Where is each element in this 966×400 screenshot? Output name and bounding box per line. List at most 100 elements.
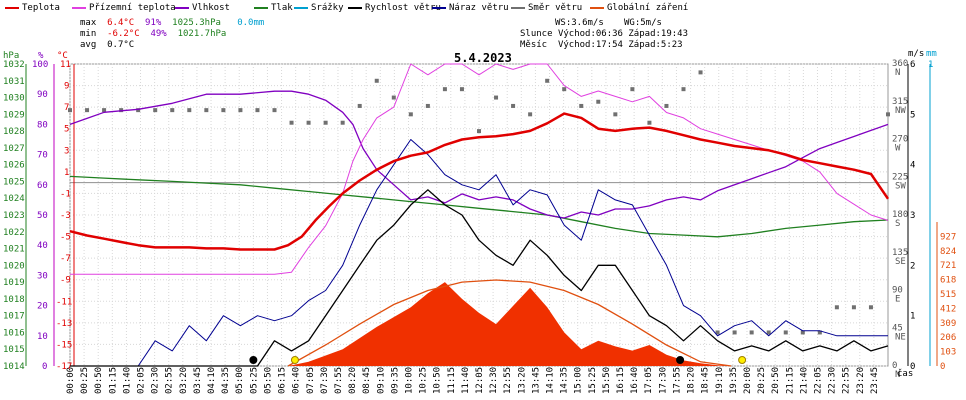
x-tick-label: 13:20 xyxy=(517,367,527,394)
x-tick-label: 21:40 xyxy=(799,367,809,394)
pressure-tick: 1024 xyxy=(3,194,25,204)
winddir-point xyxy=(136,108,141,113)
pressure-tick: 1029 xyxy=(3,110,25,120)
winddir-tick: 0 xyxy=(892,361,897,371)
pressure-tick: 1023 xyxy=(3,211,25,221)
legend-label: Přízemní teplota xyxy=(89,3,176,13)
legend-label: Globální záření xyxy=(607,3,689,13)
winddir-point xyxy=(511,103,516,108)
x-tick-label: 04:35 xyxy=(221,367,231,394)
x-tick-label: 15:00 xyxy=(574,367,584,394)
windspeed-tick: 2 xyxy=(910,261,915,271)
temperature-tick: 5 xyxy=(64,125,69,135)
pressure-tick: 1017 xyxy=(3,312,25,322)
legend-swatch xyxy=(175,6,189,9)
legend-item-8: Globální záření xyxy=(590,3,688,13)
x-tick-label: 01:40 xyxy=(122,367,132,394)
x-tick-label: 02:05 xyxy=(137,367,147,394)
x-tick-label: 21:15 xyxy=(785,367,795,394)
x-tick-label: 06:15 xyxy=(278,367,288,394)
series-radiation-area xyxy=(288,282,732,366)
temperature-tick: -17 xyxy=(56,362,72,372)
winddir-point xyxy=(374,78,379,83)
windspeed-tick: 4 xyxy=(910,161,915,171)
winddir-point xyxy=(817,330,822,335)
unit-degc: °C xyxy=(57,51,68,61)
winddir-point xyxy=(579,103,584,108)
legend-label: Vlhkost xyxy=(192,3,230,13)
winddir-point xyxy=(886,112,890,117)
legend-swatch xyxy=(432,6,446,9)
winddir-point xyxy=(187,108,192,113)
winddir-compass: S xyxy=(895,219,900,229)
x-tick-label: 05:25 xyxy=(249,367,259,394)
winddir-compass: NW xyxy=(895,106,906,116)
winddir-point xyxy=(494,95,499,100)
winddir-tick: 45 xyxy=(892,323,903,333)
winddir-point xyxy=(545,78,550,83)
x-tick-label: 15:50 xyxy=(602,367,612,394)
winddir-point xyxy=(442,87,447,92)
winddir-tick: 360 xyxy=(892,59,908,69)
series-humidity xyxy=(69,90,889,219)
legend-swatch xyxy=(511,6,525,9)
moonrise-marker xyxy=(676,356,685,364)
winddir-tick: 180 xyxy=(892,210,908,220)
winddir-point xyxy=(851,305,856,310)
legend-swatch xyxy=(5,6,19,9)
temperature-tick: 7 xyxy=(64,103,69,113)
x-tick-label: 00:00 xyxy=(66,367,76,394)
stats-avg: avg 0.7°C xyxy=(80,40,135,50)
winddir-point xyxy=(459,87,464,92)
radiation-tick: 515 xyxy=(940,290,956,300)
windspeed-tick: 3 xyxy=(910,211,915,221)
wind-info-wg: WG:5m/s xyxy=(624,18,662,28)
winddir-compass: N xyxy=(895,68,900,78)
pressure-tick: 1030 xyxy=(3,94,25,104)
humidity-tick: 90 xyxy=(37,90,48,100)
legend-item-5: Rychlost větru xyxy=(348,3,441,13)
legend-item-4: Srážky xyxy=(294,3,344,13)
winddir-tick: 270 xyxy=(892,135,908,145)
humidity-tick: 80 xyxy=(37,120,48,130)
x-tick-label: 19:10 xyxy=(715,367,725,394)
winddir-compass: N xyxy=(895,370,900,380)
legend-swatch xyxy=(590,6,604,9)
windspeed-tick: 6 xyxy=(910,60,915,70)
legend-item-6: Náraz větru xyxy=(432,3,509,13)
series-gust xyxy=(70,139,888,367)
x-tick-label: 17:05 xyxy=(644,367,654,394)
x-tick-label: 18:20 xyxy=(687,367,697,394)
winddir-tick: 135 xyxy=(892,248,908,258)
x-tick-label: 18:45 xyxy=(701,367,711,394)
temperature-tick: -5 xyxy=(60,233,71,243)
winddir-point xyxy=(766,330,771,335)
series-pressure xyxy=(69,175,889,238)
x-tick-label: 14:10 xyxy=(546,367,556,394)
temperature-tick: 11 xyxy=(60,60,71,70)
x-tick-label: 05:50 xyxy=(263,367,273,394)
legend-label: Tlak xyxy=(271,3,293,13)
x-tick-label: 13:45 xyxy=(531,367,541,394)
pressure-tick: 1026 xyxy=(3,161,25,171)
legend-swatch xyxy=(72,6,86,9)
x-tick-label: 04:10 xyxy=(207,367,217,394)
winddir-point xyxy=(749,330,754,335)
x-tick-label: 08:45 xyxy=(362,367,372,394)
legend-label: Náraz větru xyxy=(449,3,509,13)
winddir-point xyxy=(272,108,277,113)
winddir-tick: 315 xyxy=(892,97,908,107)
winddir-point xyxy=(868,305,873,310)
winddir-point xyxy=(119,108,124,113)
winddir-point xyxy=(477,129,481,134)
legend-item-1: Přízemní teplota xyxy=(72,3,176,13)
x-tick-label: 17:55 xyxy=(672,367,682,394)
winddir-point xyxy=(85,108,90,113)
humidity-tick: 0 xyxy=(42,362,47,372)
pressure-tick: 1022 xyxy=(3,228,25,238)
pressure-tick: 1019 xyxy=(3,278,25,288)
legend-item-7: Směr větru xyxy=(511,3,582,13)
x-tick-label: 12:05 xyxy=(475,367,485,394)
temperature-tick: -15 xyxy=(56,340,72,350)
